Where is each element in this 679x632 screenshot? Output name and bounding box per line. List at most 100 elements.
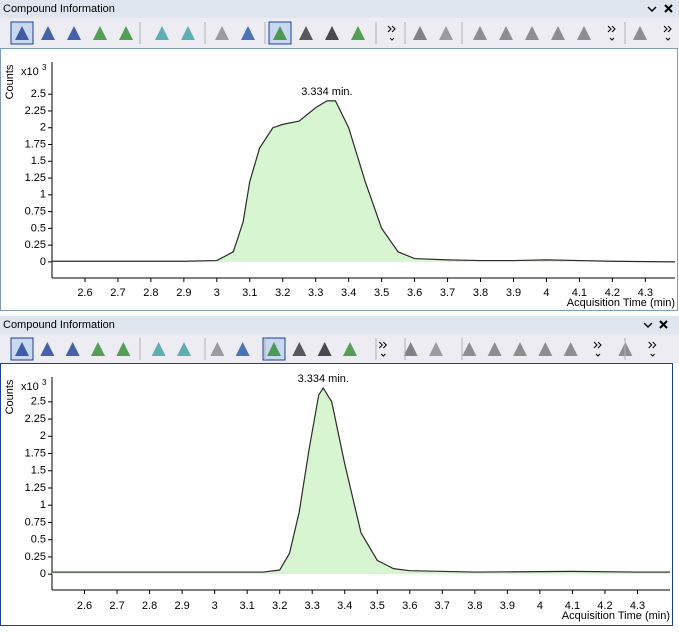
x-tick-label: 3.8 — [467, 600, 482, 612]
y-tick-label: 1.25 — [25, 482, 46, 494]
toolbar-icon[interactable] — [473, 26, 487, 40]
x-tick-label: 3 — [214, 287, 220, 299]
toolbar-icon[interactable] — [210, 342, 225, 356]
x-tick-label: 2.8 — [142, 600, 157, 612]
toolbar-icon[interactable] — [215, 26, 229, 40]
x-axis-label: Acquisition Time (min) — [567, 297, 675, 309]
more-button[interactable] — [378, 341, 388, 357]
toolbar-icon[interactable] — [40, 342, 55, 356]
y-scale-base: x10 — [21, 381, 39, 393]
x-tick-label: 3.6 — [407, 287, 422, 299]
toolbar-icon[interactable] — [317, 342, 332, 356]
y-tick-label: 0.25 — [25, 239, 46, 251]
x-tick-label: 3.2 — [275, 287, 290, 299]
toolbar-icon[interactable] — [563, 342, 578, 356]
dropdown-button[interactable] — [647, 6, 657, 13]
more-button[interactable] — [663, 25, 672, 41]
toolbar-icon[interactable] — [241, 26, 255, 40]
toolbar-icon[interactable] — [91, 342, 105, 356]
y-tick-label: 2.5 — [31, 396, 46, 408]
x-tick-label: 4.1 — [565, 600, 580, 612]
x-tick-label: 3.4 — [341, 287, 356, 299]
x-tick-label: 3.4 — [337, 600, 352, 612]
x-tick-label: 2.6 — [77, 600, 92, 612]
toolbar-icon[interactable] — [273, 26, 287, 40]
close-button[interactable] — [659, 320, 668, 329]
y-tick-label: 1.75 — [25, 447, 46, 459]
panel-title: Compound Information — [3, 319, 115, 331]
toolbar-icon[interactable] — [177, 342, 191, 356]
toolbar-icon[interactable] — [429, 342, 443, 356]
x-tick-label: 3.3 — [308, 287, 323, 299]
toolbar-icon[interactable] — [325, 26, 339, 40]
toolbar-icon[interactable] — [403, 342, 418, 356]
toolbar-icon[interactable] — [551, 26, 565, 40]
more-button[interactable] — [607, 25, 616, 41]
x-tick-label: 2.8 — [143, 287, 158, 299]
x-tick-label: 2.7 — [109, 600, 124, 612]
dropdown-button[interactable] — [643, 322, 653, 329]
toolbar-icon[interactable] — [462, 342, 477, 356]
toolbar-icon[interactable] — [351, 26, 365, 40]
more-button[interactable] — [387, 25, 396, 41]
x-tick-label: 4.3 — [638, 287, 653, 299]
x-tick-label: 3.1 — [240, 600, 255, 612]
toolbar-icon[interactable] — [41, 26, 55, 40]
y-tick-label: 0.5 — [31, 534, 46, 546]
x-tick-label: 2.7 — [110, 287, 125, 299]
toolbar-icon[interactable] — [15, 26, 29, 40]
y-tick-label: 1.5 — [31, 465, 46, 477]
x-tick-label: 3.5 — [374, 287, 389, 299]
x-tick-label: 3.1 — [242, 287, 257, 299]
toolbar-icon[interactable] — [343, 342, 357, 356]
x-tick-label: 3.7 — [440, 287, 455, 299]
toolbar-icon[interactable] — [525, 26, 539, 40]
peak-area — [52, 100, 675, 262]
more-button[interactable] — [648, 341, 657, 357]
toolbar-icon[interactable] — [235, 342, 250, 356]
toolbar-icon[interactable] — [538, 342, 553, 356]
toolbar-icon[interactable] — [116, 342, 131, 356]
toolbar-icon[interactable] — [119, 26, 133, 40]
toolbar-icon[interactable] — [267, 342, 281, 356]
y-tick-label: 2.25 — [25, 105, 46, 117]
x-tick-label: 4.2 — [605, 287, 620, 299]
y-tick-label: 1.5 — [31, 155, 46, 167]
toolbar — [0, 334, 679, 363]
x-tick-label: 4.2 — [597, 600, 612, 612]
y-scale-exponent: 3 — [42, 378, 47, 387]
toolbar-icon[interactable] — [93, 26, 107, 40]
toolbar-icon[interactable] — [15, 342, 29, 356]
y-tick-label: 0.5 — [31, 222, 46, 234]
toolbar-icon[interactable] — [155, 26, 169, 40]
y-tick-label: 0.25 — [25, 551, 46, 563]
toolbar-icon[interactable] — [67, 26, 81, 40]
toolbar-icon[interactable] — [151, 342, 166, 356]
x-tick-label: 3.8 — [473, 287, 488, 299]
toolbar-icon[interactable] — [413, 26, 427, 40]
toolbar-icon[interactable] — [181, 26, 195, 40]
x-tick-label: 2.9 — [176, 287, 191, 299]
y-tick-label: 2 — [40, 122, 46, 134]
toolbar-icon[interactable] — [439, 26, 453, 40]
more-button[interactable] — [593, 341, 602, 357]
toolbar-icon[interactable] — [513, 342, 527, 356]
toolbar-icon[interactable] — [499, 26, 513, 40]
panel-title: Compound Information — [3, 3, 115, 15]
toolbar-icon[interactable] — [577, 26, 591, 40]
toolbar-icon[interactable] — [292, 342, 307, 356]
toolbar-icon[interactable] — [299, 26, 313, 40]
y-scale-exponent: 3 — [42, 63, 47, 72]
toolbar-icon[interactable] — [65, 342, 80, 356]
x-tick-label: 4.1 — [572, 287, 587, 299]
x-tick-label: 3.6 — [402, 600, 417, 612]
close-button[interactable] — [664, 4, 673, 13]
y-tick-label: 0 — [40, 256, 46, 268]
y-axis-label: Counts — [4, 64, 16, 99]
y-tick-label: 0 — [40, 568, 46, 580]
x-tick-label: 4.3 — [630, 600, 645, 612]
toolbar-icon[interactable] — [487, 342, 502, 356]
toolbar-icon[interactable] — [633, 26, 647, 40]
chromatogram-line — [52, 100, 676, 263]
